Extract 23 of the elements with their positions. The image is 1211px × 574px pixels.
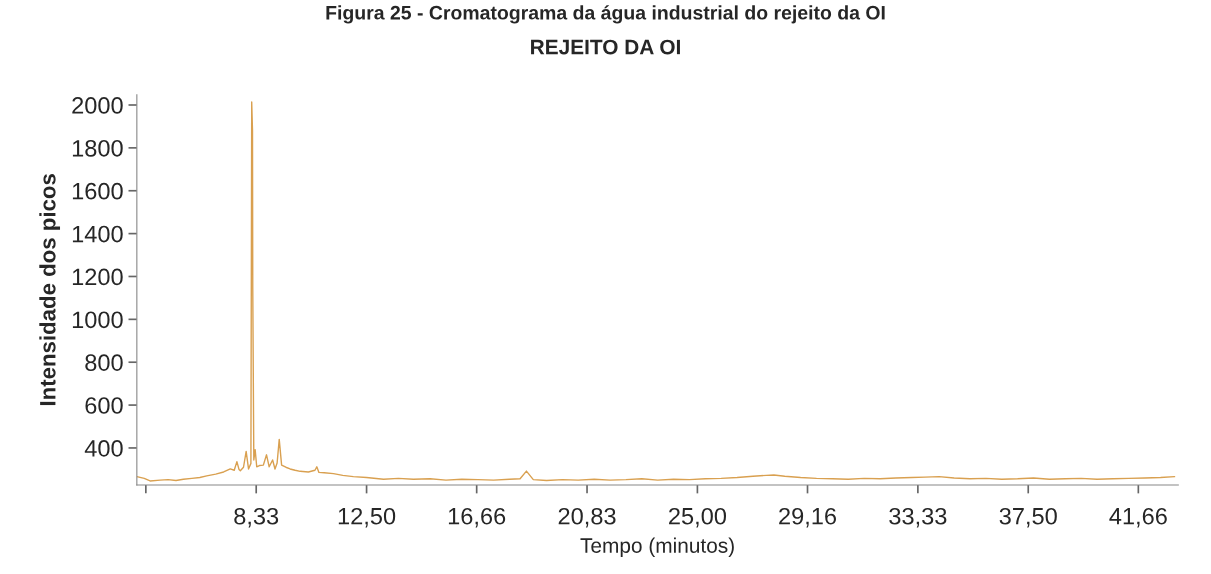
x-tick-label: 37,50: [999, 507, 1057, 528]
y-tick-label: 1600: [72, 182, 123, 200]
x-tick-label: 25,00: [669, 507, 727, 528]
x-tick-label: 29,16: [779, 507, 837, 528]
chart-title: REJEITO DA OI: [531, 39, 680, 55]
x-tick-label: 20,83: [558, 507, 616, 528]
y-tick-label: 800: [85, 354, 123, 371]
x-tick-label: 16,66: [448, 507, 506, 528]
y-tick-label: 400: [84, 440, 123, 457]
y-axis-title: Intensidade dos picos: [39, 174, 61, 406]
y-tick-label: 1800: [72, 139, 123, 157]
x-tick-label: 8,33: [234, 507, 279, 528]
text: Figura 25 - Cromatograma da água industrial do rejeito da OI: [326, 5, 885, 24]
x-tick-label: 41,66: [1109, 507, 1167, 528]
y-tick-label: 1200: [72, 268, 123, 286]
y-tick-label: 1400: [72, 225, 123, 243]
y-tick-label: 1000: [72, 311, 123, 329]
x-tick-label: 33,33: [889, 507, 947, 528]
line-series: [136, 101, 1176, 482]
y-tick-label: 2000: [72, 97, 123, 114]
x-tick-label: 12,50: [338, 507, 396, 528]
x-axis-title: Tempo (minutos): [580, 537, 734, 558]
y-tick-label: 600: [85, 397, 123, 414]
